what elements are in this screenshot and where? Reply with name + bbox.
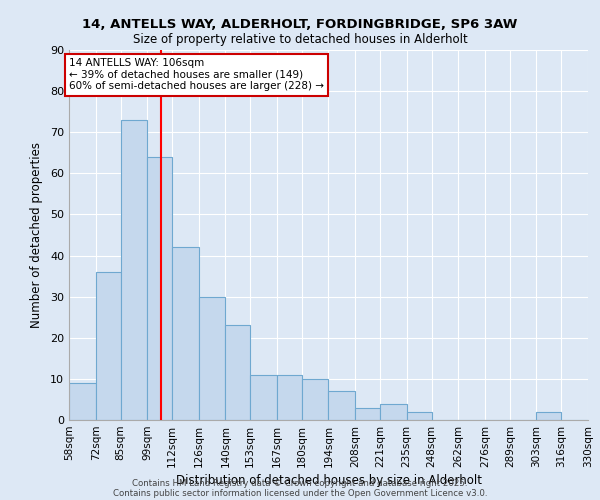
Text: 14, ANTELLS WAY, ALDERHOLT, FORDINGBRIDGE, SP6 3AW: 14, ANTELLS WAY, ALDERHOLT, FORDINGBRIDG… [82, 18, 518, 30]
Bar [380, 404, 407, 420]
X-axis label: Distribution of detached houses by size in Alderholt: Distribution of detached houses by size … [176, 474, 482, 487]
Y-axis label: Number of detached properties: Number of detached properties [30, 142, 43, 328]
Bar [355, 408, 380, 420]
Bar [121, 120, 147, 420]
Bar [69, 383, 96, 420]
Text: 14 ANTELLS WAY: 106sqm
← 39% of detached houses are smaller (149)
60% of semi-de: 14 ANTELLS WAY: 106sqm ← 39% of detached… [69, 58, 324, 92]
Bar [147, 157, 172, 420]
Bar [172, 248, 199, 420]
Bar [277, 375, 302, 420]
Bar [250, 375, 277, 420]
Bar [199, 296, 226, 420]
Bar [407, 412, 431, 420]
Bar [536, 412, 561, 420]
Bar [226, 326, 250, 420]
Text: Size of property relative to detached houses in Alderholt: Size of property relative to detached ho… [133, 32, 467, 46]
Bar [302, 379, 329, 420]
Bar [96, 272, 121, 420]
Text: Contains public sector information licensed under the Open Government Licence v3: Contains public sector information licen… [113, 488, 487, 498]
Text: Contains HM Land Registry data © Crown copyright and database right 2025.: Contains HM Land Registry data © Crown c… [132, 478, 468, 488]
Bar [329, 391, 355, 420]
